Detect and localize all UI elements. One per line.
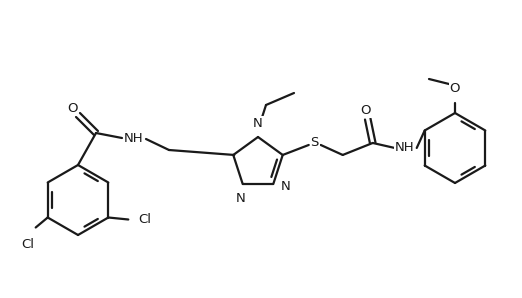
Text: N: N [236,192,245,205]
Text: N: N [280,179,290,193]
Text: O: O [450,83,460,95]
Text: S: S [311,136,319,150]
Text: NH: NH [395,142,414,154]
Text: Cl: Cl [21,238,34,251]
Text: O: O [361,105,371,117]
Text: N: N [253,117,263,130]
Text: O: O [67,103,77,116]
Text: Cl: Cl [138,213,151,226]
Text: NH: NH [124,131,144,145]
